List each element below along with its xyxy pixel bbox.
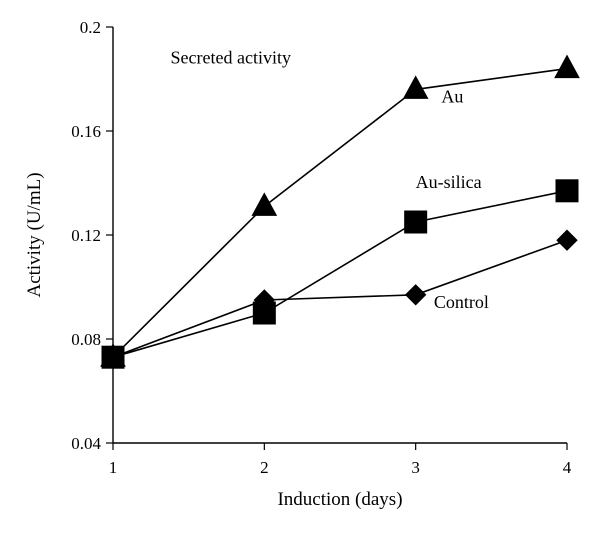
series-group	[100, 54, 580, 369]
x-tick-label: 1	[109, 458, 118, 477]
annotations: Secreted activity Au Au-silica Control	[171, 47, 489, 311]
annotation-label: Secreted activity	[171, 47, 291, 67]
y-tick-label: 0.04	[71, 434, 101, 453]
y-tick-label: 0.08	[71, 330, 101, 349]
series-au-silica	[101, 179, 579, 369]
x-tick-label: 2	[260, 458, 269, 477]
series-line	[112, 67, 568, 358]
axes: 0.04 0.08 0.12 0.16 0.2 1 2 3 4	[71, 18, 572, 477]
y-tick-label: 0.12	[71, 226, 101, 245]
series-line	[112, 190, 568, 358]
y-tick-label: 0.16	[71, 122, 101, 141]
series-au	[100, 54, 580, 367]
diamond-marker	[404, 284, 427, 306]
y-axis-title: Activity (U/mL)	[24, 172, 45, 297]
x-tick-label: 4	[563, 458, 572, 477]
x-axis-title: Induction (days)	[277, 489, 402, 510]
diamond-marker	[102, 346, 124, 368]
series-control	[102, 229, 578, 368]
annotation-label: Au-silica	[416, 172, 482, 192]
diamond-marker	[253, 289, 276, 311]
annotation-label: Au	[441, 86, 463, 106]
triangle-marker	[251, 192, 278, 216]
square-marker	[404, 210, 428, 234]
series-line	[112, 239, 568, 358]
triangle-marker	[402, 75, 429, 99]
annotation-label: Control	[434, 292, 489, 312]
triangle-marker	[554, 54, 580, 79]
square-marker	[555, 179, 579, 203]
x-tick-label: 3	[411, 458, 420, 477]
diamond-marker	[556, 229, 578, 251]
y-ticks: 0.04 0.08 0.12 0.16 0.2	[71, 18, 113, 453]
x-ticks: 1 2 3 4	[109, 443, 572, 477]
y-tick-label: 0.2	[80, 18, 101, 37]
